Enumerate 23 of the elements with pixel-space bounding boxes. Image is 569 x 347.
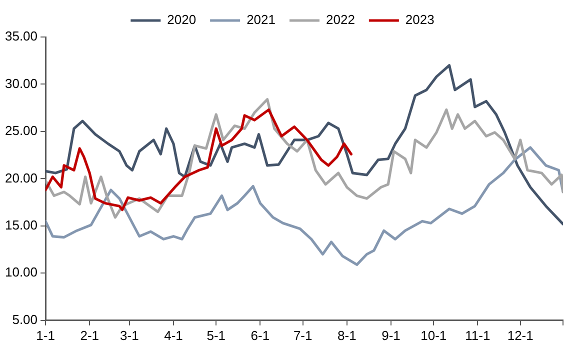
y-tick-label: 30.00 [4,76,38,91]
x-tick-label: 10-1 [420,328,447,343]
legend-label: 2021 [246,12,276,28]
y-tick-label: 5.00 [12,312,38,327]
y-tick-label: 20.00 [4,170,38,186]
x-tick-label: 9-1 [382,328,400,343]
x-tick-label: 3-1 [120,328,139,343]
x-tick-label: 4-1 [164,328,183,343]
x-tick-label: 12-1 [507,328,534,343]
y-tick-label: 25.00 [4,123,38,138]
x-tick-label: 6-1 [250,328,270,343]
x-tick-label: 8-1 [338,328,356,343]
x-tick-label: 7-1 [293,328,312,343]
y-tick-label: 35.00 [4,28,38,44]
x-tick-label: 1-1 [36,328,55,343]
x-tick-label: 2-1 [80,328,99,343]
y-tick-label: 15.00 [4,218,38,233]
legend-label: 2022 [326,12,355,28]
x-tick-label: 11-1 [465,328,490,343]
y-tick-label: 10.00 [4,264,38,280]
legend-label: 2020 [167,12,196,28]
legend-label: 2023 [405,12,434,28]
x-tick-label: 5-1 [206,328,226,343]
